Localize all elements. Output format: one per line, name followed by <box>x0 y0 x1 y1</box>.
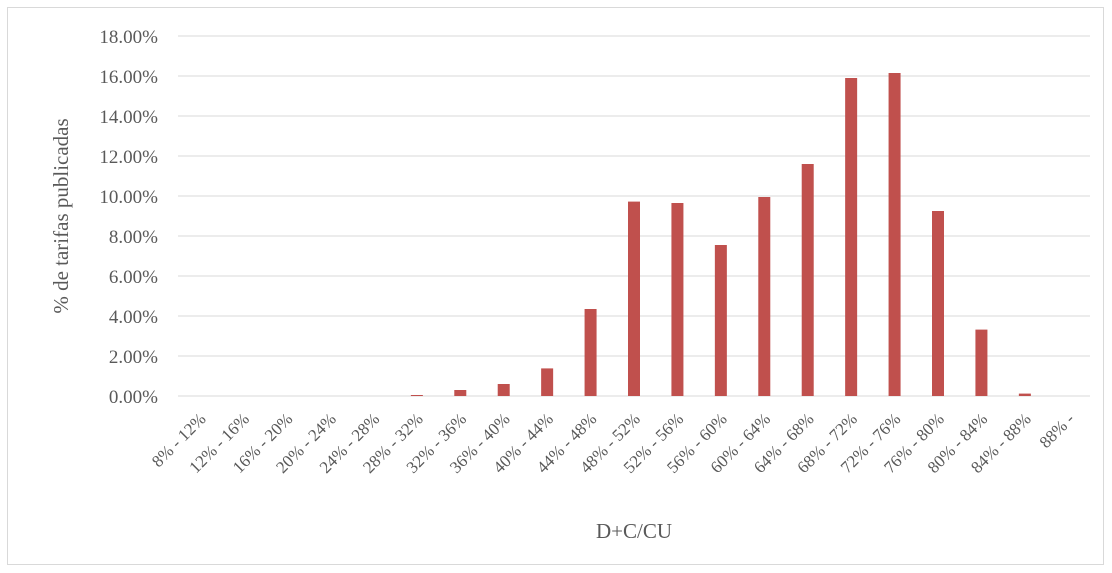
bar <box>541 368 554 396</box>
y-tick-label: 12.00% <box>99 147 158 168</box>
x-axis-ticks: 8% - 12%12% - 16%16% - 20%20% - 24%24% -… <box>148 409 1078 477</box>
bar <box>410 395 423 396</box>
bar <box>975 329 988 396</box>
bar <box>1018 393 1031 396</box>
y-axis-title: % de tarifas publicadas <box>49 118 73 313</box>
y-tick-label: 18.00% <box>99 27 158 48</box>
y-tick-label: 10.00% <box>99 187 158 208</box>
x-tick-label: 88% - <box>1036 409 1079 452</box>
y-tick-label: 2.00% <box>109 347 158 368</box>
bar <box>671 203 684 396</box>
bar <box>714 245 727 396</box>
bar <box>584 309 597 396</box>
x-axis-title: D+C/CU <box>596 519 672 543</box>
bar <box>888 73 901 396</box>
y-tick-label: 6.00% <box>109 267 158 288</box>
bar <box>801 164 814 396</box>
chart-frame <box>7 7 1104 565</box>
bar <box>758 197 771 396</box>
y-tick-label: 14.00% <box>99 107 158 128</box>
y-tick-label: 4.00% <box>109 307 158 328</box>
y-tick-label: 0.00% <box>109 387 158 408</box>
bar <box>628 201 640 396</box>
bar <box>932 211 944 396</box>
bar <box>497 384 510 396</box>
y-tick-label: 8.00% <box>109 227 158 248</box>
bars <box>410 73 1031 396</box>
y-axis-ticks: 0.00% 2.00% 4.00% 6.00% 8.00% 10.00% 12.00% 14.… <box>99 27 158 408</box>
bar <box>845 78 858 396</box>
bar <box>454 390 467 396</box>
y-tick-label: 16.00% <box>99 67 158 88</box>
